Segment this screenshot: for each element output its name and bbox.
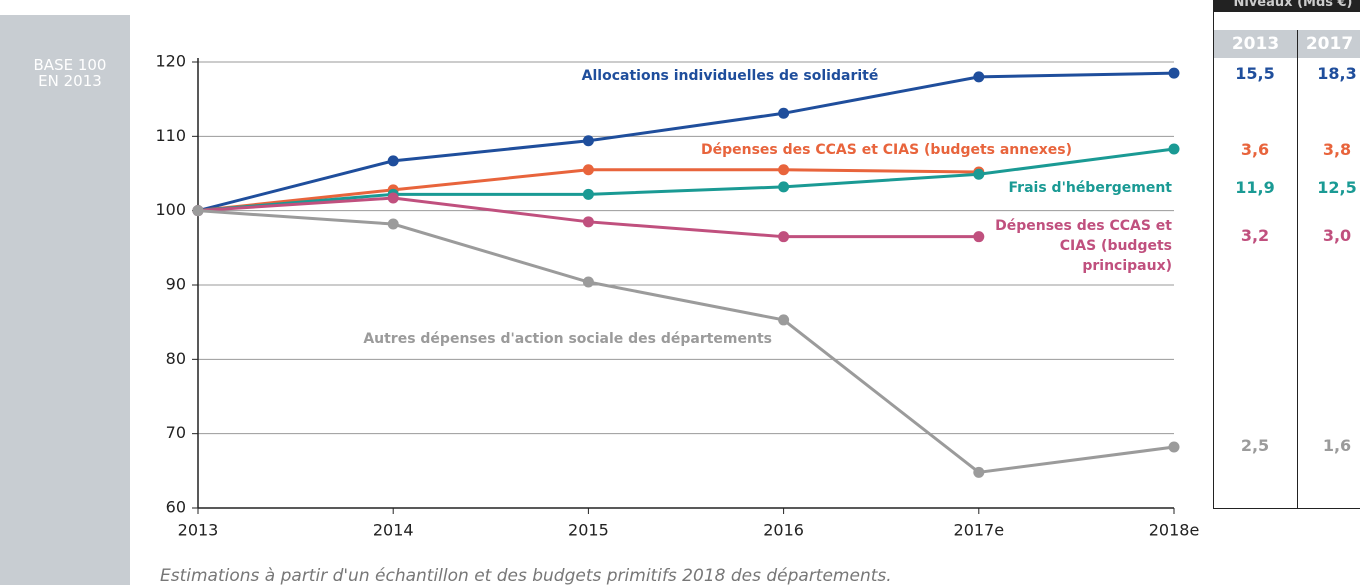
table-cell: 3,8 — [1322, 140, 1352, 159]
point — [1168, 441, 1180, 453]
point — [973, 466, 985, 478]
side-panel: BASE 100 EN 2013 — [0, 15, 130, 585]
point — [973, 231, 985, 243]
table-title: Niveaux (Mds €) — [1213, 0, 1360, 12]
point — [973, 168, 985, 180]
point — [387, 155, 399, 167]
point — [778, 231, 790, 243]
point — [387, 192, 399, 204]
table-cell: 15,5 — [1235, 64, 1275, 83]
point — [1168, 67, 1180, 79]
point — [582, 188, 594, 200]
x-tick-label: 2015 — [568, 521, 609, 540]
point — [387, 218, 399, 230]
series-label: Autres dépenses d'action sociale des dép… — [363, 331, 772, 347]
x-tick-label: 2018e — [1149, 521, 1200, 540]
series-label: Allocations individuelles de solidarité — [581, 68, 879, 84]
point — [778, 314, 790, 326]
point — [582, 276, 594, 288]
point — [778, 164, 790, 176]
x-tick-label: 2013 — [178, 521, 219, 540]
x-tick-label: 2016 — [763, 521, 804, 540]
point — [582, 135, 594, 147]
point — [778, 107, 790, 119]
table-cell: 3,6 — [1240, 140, 1270, 159]
table-header: 2013 — [1214, 30, 1297, 58]
y-tick-label: 100 — [155, 200, 186, 219]
x-tick-label: 2017e — [954, 521, 1005, 540]
table-cell: 18,3 — [1317, 64, 1357, 83]
point — [778, 181, 790, 193]
x-tick-label: 2014 — [373, 521, 414, 540]
series-line — [197, 71, 1175, 213]
table-cell: 3,0 — [1322, 226, 1352, 245]
y-tick-label: 90 — [166, 275, 186, 294]
table-cell: 2,5 — [1240, 436, 1270, 455]
side-label: BASE 100 EN 2013 — [33, 56, 107, 90]
y-tick-label: 60 — [166, 498, 186, 517]
series-line — [197, 209, 1175, 474]
table-cell: 1,6 — [1322, 436, 1352, 455]
series-label: Dépenses des CCAS et CIAS (budgets annex… — [701, 142, 1072, 158]
table-border-left — [1213, 0, 1214, 508]
point — [973, 71, 985, 83]
series-label: Frais d'hébergement — [1008, 180, 1172, 196]
table-cell: 3,2 — [1240, 226, 1270, 245]
y-tick-label: 80 — [166, 349, 186, 368]
point — [582, 164, 594, 176]
point — [582, 216, 594, 228]
point — [192, 205, 204, 217]
y-tick-label: 110 — [155, 126, 186, 145]
table-cell: 12,5 — [1317, 178, 1357, 197]
y-tick-label: 70 — [166, 423, 186, 442]
series-label: Dépenses des CCAS et CIAS (budgets princ… — [995, 218, 1172, 274]
table-divider — [1297, 30, 1298, 508]
point — [1168, 143, 1180, 155]
table-border-bottom — [1213, 508, 1360, 509]
table-cell: 11,9 — [1235, 178, 1275, 197]
series-line — [197, 147, 1175, 213]
table-header: 2017 — [1298, 30, 1360, 58]
y-tick-label: 120 — [155, 52, 186, 71]
note: Estimations à partir d'un échantillon et… — [160, 566, 892, 586]
